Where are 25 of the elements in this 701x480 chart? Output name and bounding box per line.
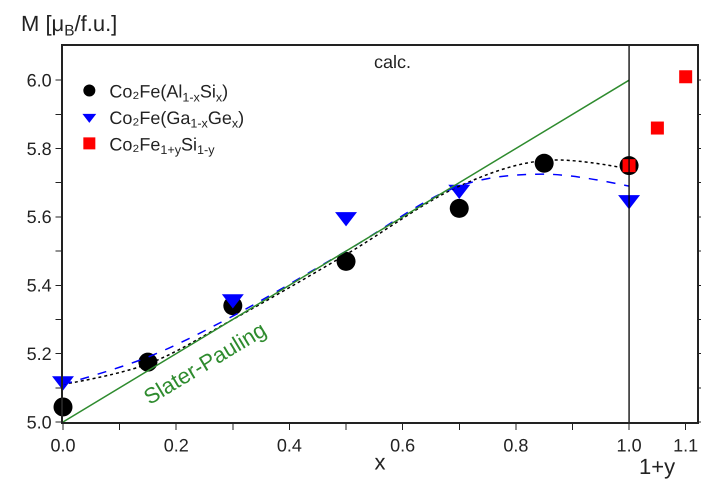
y-tick-label: 5.4 bbox=[26, 276, 52, 296]
x-tick-label: 0.6 bbox=[390, 435, 416, 456]
point bbox=[336, 252, 356, 271]
y-tick-label: 5.6 bbox=[26, 207, 52, 228]
y-axis-title: M [μ$_{B}$/f.u.] bbox=[21, 11, 118, 40]
x-tick-label: 0.4 bbox=[276, 435, 302, 456]
legend-label: Co₂Fe$_{1+y}$Si$_{1-y}$ bbox=[109, 134, 216, 158]
x-tick-label: 0.2 bbox=[164, 435, 189, 456]
annotation: calc. bbox=[374, 52, 412, 72]
y-tick-label: 5.2 bbox=[26, 344, 52, 364]
point bbox=[450, 198, 469, 218]
legend-label: Co₂Fe(Al$_{1-x}$Si$_{x}$) bbox=[109, 82, 228, 104]
x-tick-label: 1.0 bbox=[616, 435, 642, 456]
x-tick-label: 0.8 bbox=[503, 435, 528, 456]
y-tick-label: 5.8 bbox=[26, 138, 52, 159]
legend-label: Co₂Fe(Ga$_{1-x}$Ge$_{x}$) bbox=[109, 108, 244, 131]
x-axis-title: x bbox=[374, 450, 386, 475]
point bbox=[650, 122, 664, 135]
y-tick-label: 6.0 bbox=[26, 70, 52, 90]
x-tick-label: 0.0 bbox=[50, 435, 76, 456]
y-tick-label: 5.0 bbox=[26, 412, 52, 432]
point bbox=[679, 70, 692, 84]
text: 1+y bbox=[639, 454, 676, 479]
x-tick-label: 1.1 bbox=[673, 435, 698, 456]
point bbox=[534, 154, 554, 173]
